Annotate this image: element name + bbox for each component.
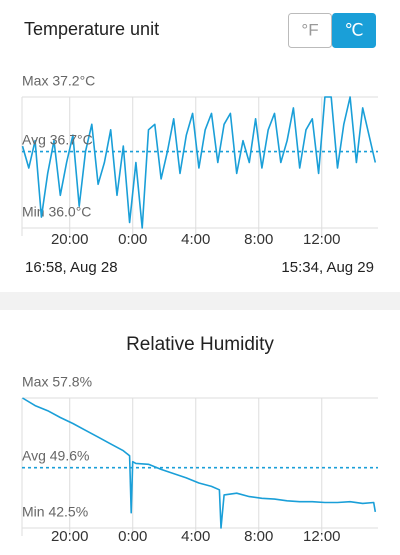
y-tick-label: Max 57.8% (22, 374, 92, 390)
x-tick-label: 20:00 (51, 231, 89, 248)
range-start: 16:58, Aug 28 (25, 259, 118, 276)
x-tick-label: 8:00 (244, 528, 273, 545)
average-label: Avg 36.7°C (22, 131, 93, 147)
x-tick-label: 12:00 (303, 528, 341, 545)
data-line (22, 397, 377, 529)
chart-title: Relative Humidity (126, 334, 274, 355)
data-line (21, 96, 377, 229)
x-tick-label: 0:00 (118, 528, 147, 545)
unit-toggle: °F ℃ (288, 13, 376, 48)
y-tick-label: Min 36.0°C (22, 204, 91, 220)
separator (0, 292, 400, 310)
unit-label[interactable]: ℃ (344, 20, 363, 39)
x-tick-label: 20:00 (51, 528, 89, 545)
x-tick-label: 12:00 (303, 231, 341, 248)
y-tick-label: Max 37.2°C (22, 73, 95, 89)
section-title: Temperature unit (24, 19, 159, 39)
range-end: 15:34, Aug 29 (281, 259, 374, 276)
x-tick-label: 4:00 (181, 528, 210, 545)
unit-button[interactable] (332, 13, 376, 48)
average-label: Avg 49.6% (22, 447, 89, 463)
unit-button[interactable] (288, 13, 332, 48)
x-tick-label: 4:00 (181, 231, 210, 248)
y-tick-label: Min 42.5% (22, 504, 88, 520)
x-tick-label: 8:00 (244, 231, 273, 248)
unit-label[interactable]: °F (301, 20, 318, 39)
x-tick-label: 0:00 (118, 231, 147, 248)
